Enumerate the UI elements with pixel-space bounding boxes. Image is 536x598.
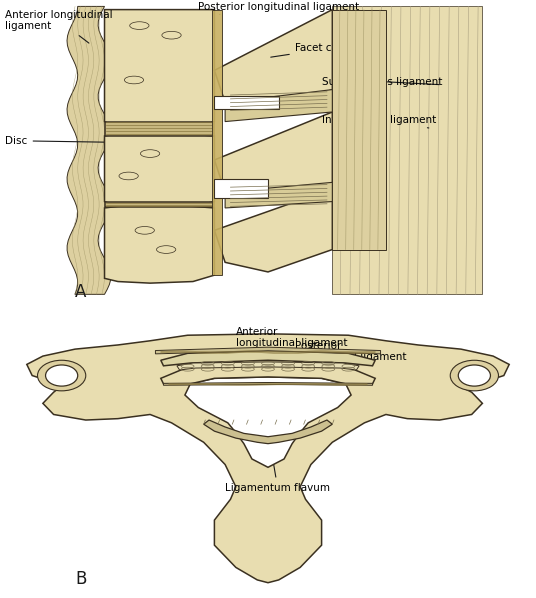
Ellipse shape [458,365,490,386]
Polygon shape [177,362,359,370]
Polygon shape [214,96,279,109]
Polygon shape [27,334,509,582]
Text: A: A [75,283,86,301]
Polygon shape [105,133,214,208]
Polygon shape [105,205,214,283]
Polygon shape [214,179,268,199]
Polygon shape [161,350,375,366]
Text: Facet capsule: Facet capsule [271,43,366,57]
Polygon shape [185,377,351,467]
Polygon shape [332,10,386,249]
Text: Posterior longitudinal ligament: Posterior longitudinal ligament [198,2,360,14]
Polygon shape [155,347,381,354]
Polygon shape [161,363,375,384]
Text: B: B [75,570,86,588]
Polygon shape [105,10,214,131]
Text: Supraspinous ligament: Supraspinous ligament [322,77,442,87]
Polygon shape [225,90,332,121]
Text: Interspinous ligament: Interspinous ligament [322,115,436,128]
Ellipse shape [450,360,498,391]
Polygon shape [225,182,332,208]
Polygon shape [163,383,373,385]
Text: Ligamentum flavum: Ligamentum flavum [225,434,330,493]
Text: Posterior
longitudinal ligament: Posterior longitudinal ligament [295,341,406,382]
Polygon shape [214,112,332,202]
Polygon shape [105,121,214,136]
Polygon shape [67,7,111,294]
Text: Disc: Disc [5,136,115,146]
Polygon shape [212,10,222,275]
Text: Anterior
longitudinal ligament: Anterior longitudinal ligament [236,327,347,352]
Polygon shape [214,10,332,109]
Polygon shape [332,7,482,294]
Polygon shape [204,420,332,444]
Polygon shape [105,202,214,208]
Text: Anterior longitudinal
ligament: Anterior longitudinal ligament [5,10,113,43]
Ellipse shape [38,360,86,391]
Polygon shape [214,189,332,272]
Ellipse shape [46,365,78,386]
